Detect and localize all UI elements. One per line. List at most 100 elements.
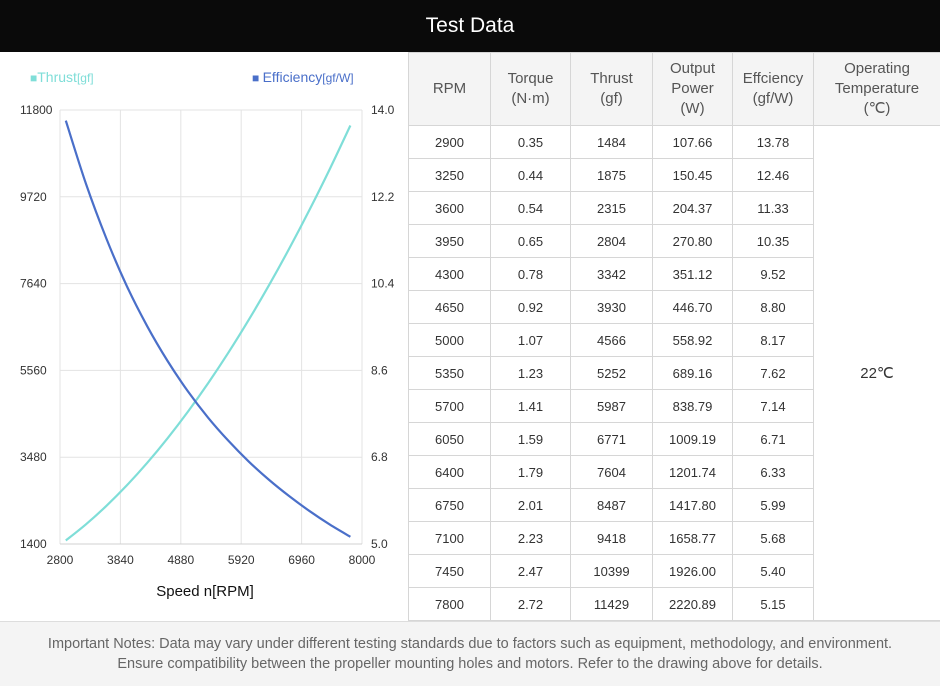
table-cell: 6.71 bbox=[732, 422, 814, 456]
column-header: Effciency (gf/W) bbox=[732, 52, 814, 126]
table-cell: 3342 bbox=[570, 257, 653, 291]
table-cell: 6400 bbox=[408, 455, 491, 489]
table-cell: 1201.74 bbox=[652, 455, 733, 489]
thrust-series-line bbox=[65, 125, 352, 542]
important-notes: Important Notes: Data may vary under dif… bbox=[0, 621, 940, 686]
table-cell: 10.35 bbox=[732, 224, 814, 258]
table-cell: 1658.77 bbox=[652, 521, 733, 555]
column-header: Output Power (W) bbox=[652, 52, 733, 126]
table-cell: 7450 bbox=[408, 554, 491, 588]
efficiency-series-line bbox=[64, 120, 351, 538]
table-row: 6050 1.59 6771 1009.19 6.71 bbox=[408, 422, 940, 456]
column-header: Torque (N·m) bbox=[490, 52, 571, 126]
table-row: 5000 1.07 4566 558.92 8.17 bbox=[408, 323, 940, 357]
operating-temperature: 22℃ bbox=[813, 125, 940, 621]
table-row: 4650 0.92 3930 446.70 8.80 bbox=[408, 290, 940, 324]
y-right-tick-label: 14.0 bbox=[371, 103, 395, 117]
legend-thrust-label: Thrust bbox=[37, 69, 77, 85]
y-right-tick-label: 10.4 bbox=[371, 277, 395, 291]
test-data-table: RPM Torque (N·m) Thrust (gf) Output Power (W) Ef… bbox=[408, 52, 940, 621]
notes-line-2: Ensure compatibility between the propell… bbox=[117, 656, 823, 672]
table-cell: 5.15 bbox=[732, 587, 814, 621]
table-cell: 204.37 bbox=[652, 191, 733, 225]
y-left-tick-label: 5560 bbox=[20, 363, 47, 377]
x-tick-label: 3840 bbox=[107, 553, 134, 567]
table-cell: 8.17 bbox=[732, 323, 814, 357]
column-header-line: Temperature bbox=[834, 80, 920, 97]
notes-line-1: Important Notes: Data may vary under dif… bbox=[47, 636, 893, 652]
y-right-tick-label: 12.2 bbox=[371, 190, 395, 204]
table-cell: 8.80 bbox=[732, 290, 814, 324]
column-header-line: Torque bbox=[507, 70, 554, 87]
table-cell: 1.59 bbox=[490, 422, 571, 456]
table-cell: 10399 bbox=[570, 554, 653, 588]
table-cell: 8487 bbox=[570, 488, 653, 522]
table-cell: 689.16 bbox=[652, 356, 733, 390]
legend-thrust-marker: ■ bbox=[30, 71, 37, 85]
x-tick-label: 8000 bbox=[349, 553, 376, 567]
x-tick-label: 2800 bbox=[47, 553, 74, 567]
table-cell: 0.35 bbox=[490, 125, 571, 159]
table-cell: 4650 bbox=[408, 290, 491, 324]
x-tick-label: 4880 bbox=[167, 553, 194, 567]
table-cell: 150.45 bbox=[652, 158, 733, 192]
table-cell: 5000 bbox=[408, 323, 491, 357]
page-title: Test Data bbox=[425, 14, 515, 37]
table-body: 2900 0.35 1484 107.66 13.78 22℃ 3250 0.44 1875 15… bbox=[408, 125, 940, 621]
column-header-line: RPM bbox=[432, 80, 467, 97]
table-row: 7800 2.72 11429 2220.89 5.15 bbox=[408, 587, 940, 621]
y-right-tick-label: 5.0 bbox=[371, 537, 388, 551]
table-cell: 3930 bbox=[570, 290, 653, 324]
table-cell: 5.99 bbox=[732, 488, 814, 522]
table-cell: 2.01 bbox=[490, 488, 571, 522]
table-cell: 558.92 bbox=[652, 323, 733, 357]
table-cell: 7.14 bbox=[732, 389, 814, 423]
table-cell: 3950 bbox=[408, 224, 491, 258]
table-cell: 2315 bbox=[570, 191, 653, 225]
table-cell: 5.40 bbox=[732, 554, 814, 588]
table-cell: 0.92 bbox=[490, 290, 571, 324]
column-header: Operating Temperature (℃) bbox=[813, 52, 940, 126]
y-right-tick-label: 6.8 bbox=[371, 450, 388, 464]
table-row: 6400 1.79 7604 1201.74 6.33 bbox=[408, 455, 940, 489]
table-cell: 7800 bbox=[408, 587, 491, 621]
table-row: 7100 2.23 9418 1658.77 5.68 bbox=[408, 521, 940, 555]
table-cell: 5700 bbox=[408, 389, 491, 423]
table-cell: 2.47 bbox=[490, 554, 571, 588]
table-row: 5350 1.23 5252 689.16 7.62 bbox=[408, 356, 940, 390]
y-right-tick-label: 8.6 bbox=[371, 363, 388, 377]
table-row: 2900 0.35 1484 107.66 13.78 22℃ bbox=[408, 125, 940, 621]
table-cell: 5987 bbox=[570, 389, 653, 423]
x-axis-title: Speed n[RPM] bbox=[156, 583, 254, 600]
x-tick-label: 6960 bbox=[288, 553, 315, 567]
table-cell: 1.41 bbox=[490, 389, 571, 423]
x-tick-label: 5920 bbox=[228, 553, 255, 567]
page-header: Test Data bbox=[0, 0, 940, 52]
table-cell: 1.79 bbox=[490, 455, 571, 489]
table-cell: 7100 bbox=[408, 521, 491, 555]
table-cell: 5350 bbox=[408, 356, 491, 390]
table-cell: 0.54 bbox=[490, 191, 571, 225]
table-row: 6750 2.01 8487 1417.80 5.99 bbox=[408, 488, 940, 522]
column-header-line: (gf/W) bbox=[752, 90, 794, 107]
table-cell: 7.62 bbox=[732, 356, 814, 390]
table-cell: 3250 bbox=[408, 158, 491, 192]
table-header-row: RPM Torque (N·m) Thrust (gf) Output Power (W) Ef… bbox=[408, 52, 940, 126]
legend-thrust-unit: [gf] bbox=[77, 71, 94, 85]
legend-efficiency-unit: [gf/W] bbox=[322, 71, 353, 85]
table-row: 4300 0.78 3342 351.12 9.52 bbox=[408, 257, 940, 291]
column-header-line: Output bbox=[669, 60, 716, 77]
table-row: 3950 0.65 2804 270.80 10.35 bbox=[408, 224, 940, 258]
table-cell: 6771 bbox=[570, 422, 653, 456]
table-panel: RPM Torque (N·m) Thrust (gf) Output Power (W) Ef… bbox=[408, 52, 940, 621]
y-left-tick-label: 1400 bbox=[20, 537, 47, 551]
table-cell: 11.33 bbox=[732, 191, 814, 225]
table-cell: 1926.00 bbox=[652, 554, 733, 588]
table-cell: 1875 bbox=[570, 158, 653, 192]
table-cell: 6050 bbox=[408, 422, 491, 456]
column-header-line: Operating bbox=[844, 60, 910, 77]
column-header-line: (W) bbox=[680, 100, 705, 117]
table-cell: 351.12 bbox=[652, 257, 733, 291]
table-cell: 1484 bbox=[570, 125, 653, 159]
table-cell: 2900 bbox=[408, 125, 491, 159]
